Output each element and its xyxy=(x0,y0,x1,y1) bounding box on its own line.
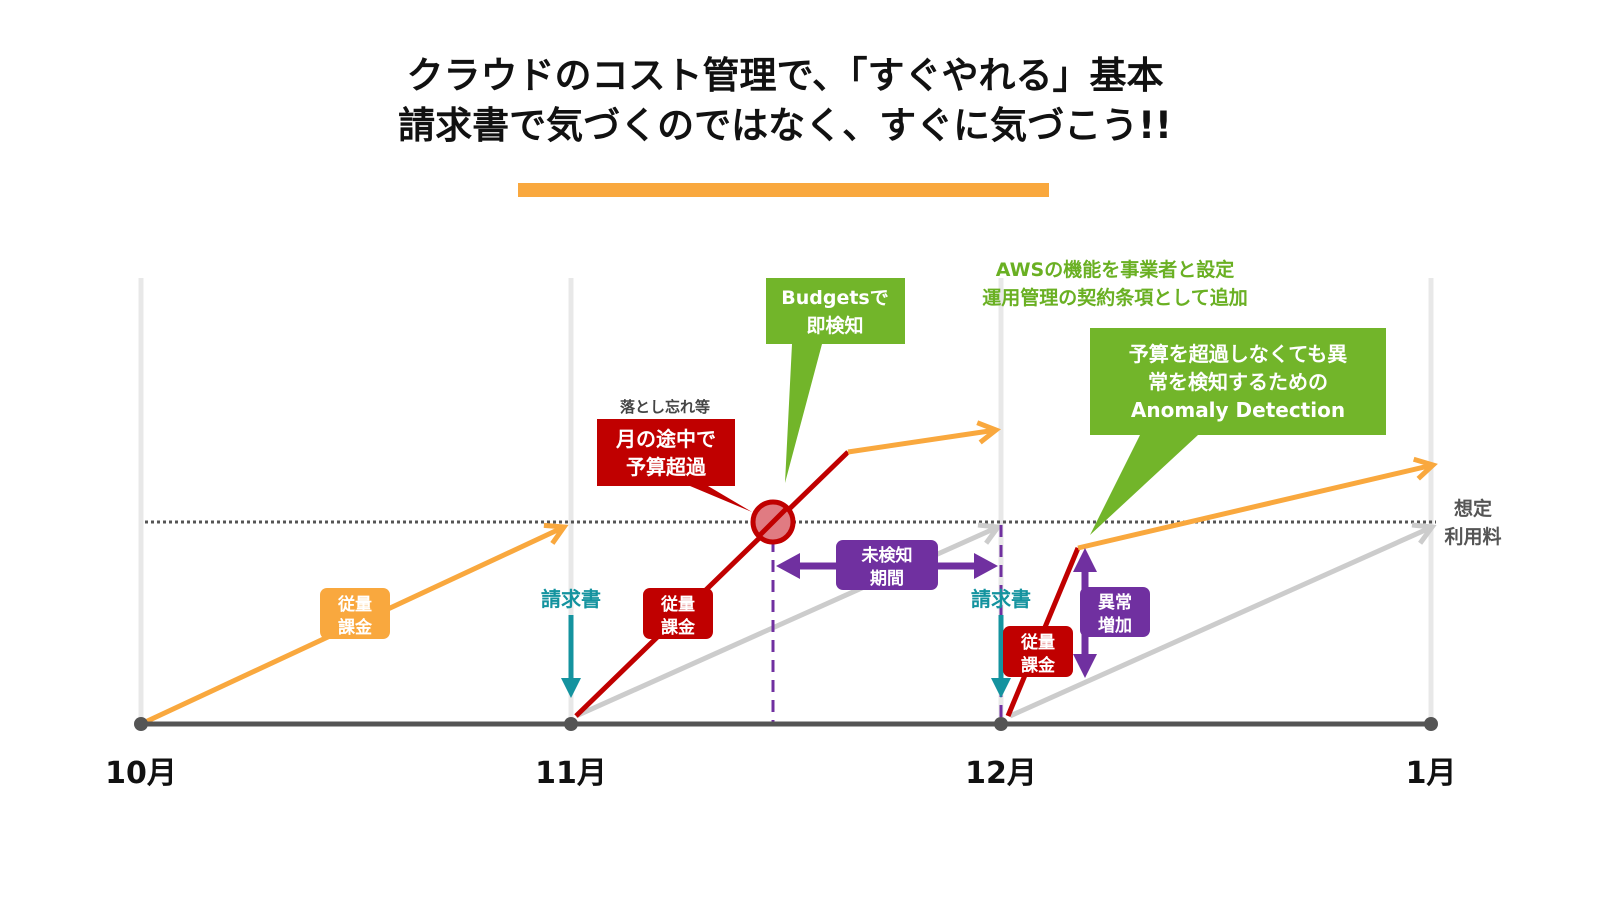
expected-cost-line-dec xyxy=(1008,522,1437,719)
badge-text: 課金 xyxy=(338,617,373,638)
threshold-label-2: 利用料 xyxy=(1444,525,1501,548)
badge-text: 従量 xyxy=(660,594,695,615)
callout-text: Budgetsで xyxy=(781,287,889,309)
badge-text: 従量 xyxy=(337,594,372,615)
usage-billing-badge-dec xyxy=(1003,626,1073,677)
undetected-period-badge xyxy=(836,540,938,590)
usage-billing-badge-nov xyxy=(643,588,713,639)
arrow-down-icon xyxy=(561,678,581,698)
badge-text: 未検知 xyxy=(861,545,913,566)
badge-text: 課金 xyxy=(661,617,696,638)
aws-note-line-2: 運用管理の契約条項として追加 xyxy=(982,286,1247,309)
callout-text: 月の途中で xyxy=(615,427,716,451)
month-label-nov: 11月 xyxy=(535,756,607,791)
title-underline xyxy=(518,183,1049,197)
month-label-dec: 12月 xyxy=(965,756,1037,791)
month-label-oct: 10月 xyxy=(105,756,177,791)
callout-text: 即検知 xyxy=(806,314,863,337)
badge-text: 課金 xyxy=(1021,655,1056,676)
cost-line-dec-after xyxy=(1077,456,1438,551)
month-label-jan: 1月 xyxy=(1406,756,1457,791)
callout-text: Anomaly Detection xyxy=(1131,398,1345,422)
aws-note-line-1: AWSの機能を事業者と設定 xyxy=(996,258,1235,281)
callout-text: 予算超過 xyxy=(626,455,707,479)
badge-text: 期間 xyxy=(870,569,904,589)
badge-text: 増加 xyxy=(1098,615,1132,636)
callout-text: 常を検知するための xyxy=(1148,370,1328,394)
axis-points xyxy=(134,717,1438,731)
cost-line-nov-over xyxy=(574,450,850,718)
threshold-label-1: 想定 xyxy=(1454,497,1492,520)
prohibited-icon xyxy=(750,499,796,545)
budgets-callout xyxy=(766,278,905,483)
anomaly-detection-callout xyxy=(1090,328,1386,535)
invoice-label-nov: 請求書 xyxy=(541,587,601,611)
usage-billing-badge-oct xyxy=(320,588,390,639)
callout-text: 予算を超過しなくても異 xyxy=(1129,342,1347,366)
badge-text: 異常 xyxy=(1098,592,1132,613)
forgotten-resources-note: 落とし忘れ等 xyxy=(620,398,710,416)
anomaly-increase-badge xyxy=(1080,587,1150,637)
arrow-down-icon xyxy=(991,678,1011,698)
title-line-2: 請求書で気づくのではなく、すぐに気づこう!! xyxy=(398,104,1172,147)
over-budget-callout xyxy=(597,419,752,512)
invoice-label-dec: 請求書 xyxy=(971,587,1031,611)
title-line-1: クラウドのコスト管理で、「すぐやれる」基本 xyxy=(406,54,1163,97)
double-arrow-heads xyxy=(776,553,998,579)
badge-text: 従量 xyxy=(1020,632,1055,653)
cost-line-nov-after xyxy=(847,420,1001,455)
